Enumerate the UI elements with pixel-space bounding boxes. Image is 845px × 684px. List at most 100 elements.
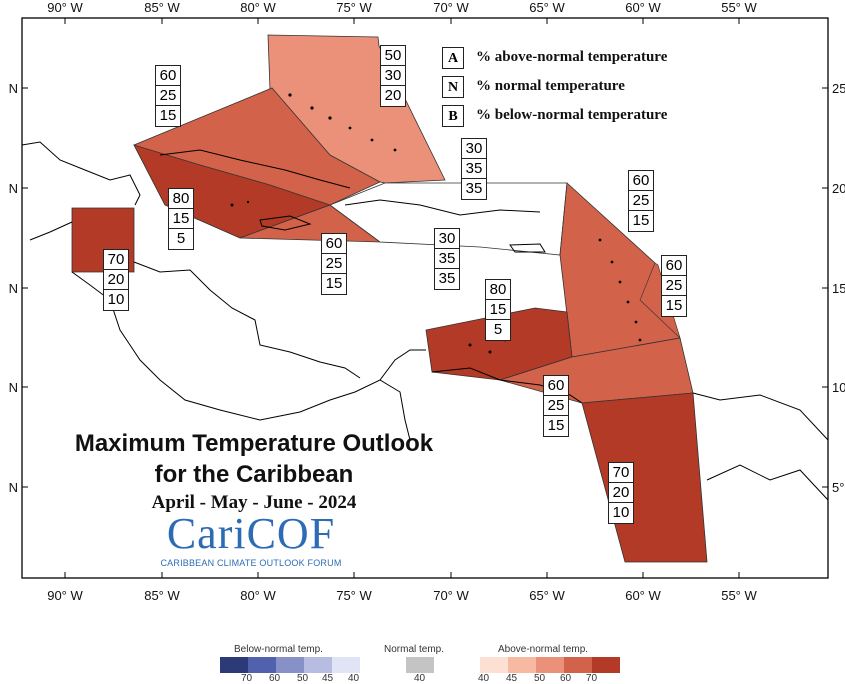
title-line-2: for the Caribbean — [154, 461, 354, 488]
below-normal-value: 15 — [665, 297, 683, 314]
bottom-axis-label: 75° W — [336, 588, 372, 603]
right-axis: 25 20 15 10 5° — [832, 81, 845, 495]
key-letter: N — [442, 75, 464, 98]
normal-value: 15 — [486, 300, 510, 320]
above-normal-value: 50 — [381, 46, 405, 66]
key-text: % above-normal temperature — [476, 49, 668, 65]
above-normal-value: 70 — [104, 250, 128, 270]
below-normal-value: 15 — [547, 417, 565, 434]
bottom-axis-label: 80° W — [240, 588, 276, 603]
swatch-below-60 — [248, 657, 276, 673]
bottom-axis-label: 85° W — [144, 588, 180, 603]
above-normal-value: 60 — [629, 171, 653, 191]
swatch-normal-40 — [406, 657, 434, 673]
swatch-above-40 — [480, 657, 508, 673]
logo-subtitle: CARIBBEAN CLIMATE OUTLOOK FORUM — [160, 558, 342, 568]
normal-value: 35 — [435, 249, 459, 269]
bottom-axis-label: 90° W — [47, 588, 83, 603]
top-axis-label: 75° W — [336, 0, 372, 15]
caricof-logo: CariCOF CARIBBEAN CLIMATE OUTLOOK FORUM — [148, 509, 354, 569]
right-axis-label: 20 — [832, 181, 845, 196]
normal-value: 30 — [381, 66, 405, 86]
normal-value: 20 — [104, 270, 128, 290]
right-axis-label: 25 — [832, 81, 845, 96]
probability-box-windward: 60 25 15 — [661, 255, 687, 317]
above-normal-value: 60 — [156, 66, 180, 86]
normal-value: 15 — [169, 209, 193, 229]
swatch-above-45 — [508, 657, 536, 673]
above-normal-value: 60 — [322, 234, 346, 254]
normal-value: 35 — [462, 159, 486, 179]
key-row-above: A % above-normal temperature — [442, 43, 667, 72]
key-row-below: B % below-normal temperature — [442, 101, 667, 130]
above-normal-value: 30 — [435, 229, 459, 249]
tick-marks — [22, 18, 828, 578]
bottom-axis-label: 65° W — [529, 588, 565, 603]
probability-box-cayman: 80 15 5 — [168, 188, 194, 250]
legend-tick: 70 — [241, 673, 253, 684]
probability-box-cuba: 60 25 15 — [155, 65, 181, 127]
right-axis-label: 15 — [832, 281, 845, 296]
legend-tick: 60 — [269, 673, 281, 684]
below-normal-value: 5 — [176, 230, 186, 247]
left-axis-label: N — [9, 81, 18, 96]
above-normal-value: 70 — [609, 463, 633, 483]
below-normal-value: 10 — [612, 504, 630, 521]
top-axis-label: 60° W — [625, 0, 661, 15]
swatch-below-70 — [220, 657, 248, 673]
below-legend-title: Below-normal temp. — [234, 644, 323, 655]
left-axis-label: N — [9, 480, 18, 495]
legend-tick: 60 — [560, 673, 572, 684]
probability-box-hispaniola: 30 35 35 — [461, 138, 487, 200]
top-axis-label: 90° W — [47, 0, 83, 15]
above-normal-value: 30 — [462, 139, 486, 159]
swatch-below-40 — [332, 657, 360, 673]
bottom-axis-label: 60° W — [625, 588, 661, 603]
legend-tick: 50 — [534, 673, 546, 684]
swatch-below-50 — [276, 657, 304, 673]
season-label: April - May - June - 2024 — [151, 492, 357, 513]
probability-box-jamaica: 60 25 15 — [321, 233, 347, 295]
below-normal-value: 15 — [325, 275, 343, 292]
key-text: % normal temperature — [476, 78, 625, 94]
top-axis-label: 65° W — [529, 0, 565, 15]
bottom-axis: 90° W 85° W 80° W 75° W 70° W 65° W 60° W 55° W — [47, 588, 757, 603]
left-axis-label: N — [9, 380, 18, 395]
left-axis: N N N N N — [9, 81, 18, 495]
probability-box-guianas: 70 20 10 — [608, 462, 634, 524]
swatch-above-70 — [592, 657, 620, 673]
right-axis-label: 5° — [832, 480, 844, 495]
normal-value: 25 — [322, 254, 346, 274]
top-axis-label: 70° W — [433, 0, 469, 15]
swatch-above-50 — [536, 657, 564, 673]
below-normal-value: 35 — [465, 180, 483, 197]
legend-tick: 45 — [322, 673, 334, 684]
top-axis-label: 85° W — [144, 0, 180, 15]
above-normal-value: 80 — [486, 280, 510, 300]
key-letter: A — [442, 46, 464, 69]
top-axis-label: 80° W — [240, 0, 276, 15]
below-normal-value: 35 — [438, 270, 456, 287]
swatch-below-45 — [304, 657, 332, 673]
top-axis: 90° W 85° W 80° W 75° W 70° W 65° W 60° W 55° W — [47, 0, 757, 15]
above-normal-value: 60 — [544, 376, 568, 396]
probability-box-belize: 70 20 10 — [103, 249, 129, 311]
legend-tick: 50 — [297, 673, 309, 684]
key-letter: B — [442, 104, 464, 127]
probability-box-leeward: 60 25 15 — [628, 170, 654, 232]
coastlines — [21, 141, 829, 501]
legend-tick: 40 — [478, 673, 490, 684]
key-text: % below-normal temperature — [476, 107, 668, 123]
left-axis-label: N — [9, 281, 18, 296]
bottom-axis-label: 55° W — [721, 588, 757, 603]
top-axis-label: 55° W — [721, 0, 757, 15]
legend-tick: 40 — [348, 673, 360, 684]
swatch-above-60 — [564, 657, 592, 673]
logo-wordmark: CariCOF — [166, 509, 336, 558]
normal-legend-title: Normal temp. — [384, 644, 445, 655]
probability-box-bahamas: 50 30 20 — [380, 45, 406, 107]
probability-box-abc-islands: 80 15 5 — [485, 279, 511, 341]
below-normal-value: 5 — [493, 321, 503, 338]
normal-value: 25 — [662, 276, 686, 296]
